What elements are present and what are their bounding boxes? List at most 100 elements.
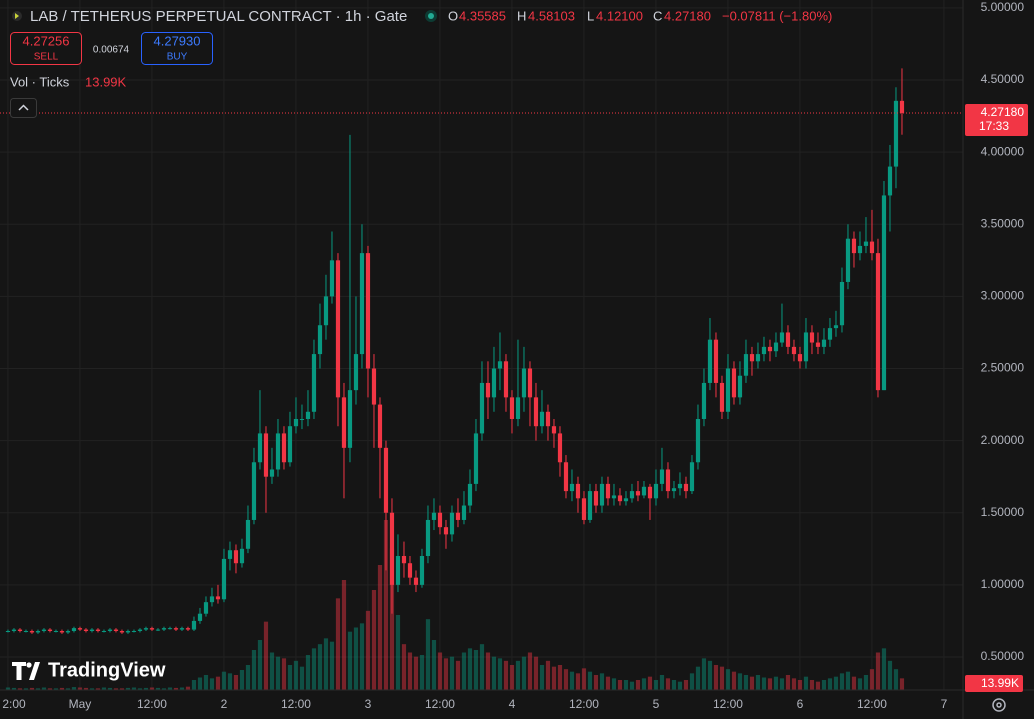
collapse-button[interactable] [10,98,37,118]
candle-body [347,390,353,448]
x-tick-label: May [69,697,92,711]
volume-bar [857,678,863,690]
candle-body [773,342,779,352]
candle-body [5,631,11,633]
buy-button[interactable] [141,32,213,65]
volume-bar [389,548,395,690]
candle-body [23,631,29,633]
volume-bar [611,678,617,690]
volume-bar [467,648,473,690]
brand-logo: TradingView [12,659,166,681]
volume-bar [479,644,485,690]
candle-body [29,631,35,633]
volume-bar [617,680,623,690]
volume-bar [203,675,209,690]
ohlc-letter: O [448,8,458,23]
volume-bar [287,665,293,690]
candle-body [557,433,563,463]
candle-body [827,328,833,340]
candle-body [779,332,785,343]
candle-body [65,631,71,633]
candle-body [89,629,95,632]
candle-body [797,354,803,362]
volume-bar [233,675,239,690]
candle-body [569,483,575,492]
volume-bar [809,680,815,690]
volume-bar [395,615,401,690]
x-tick-label: 12:00 [713,697,743,711]
candle-body [875,253,881,391]
candle-body [455,512,461,520]
candle-body [701,382,707,419]
volume-bar [533,656,539,690]
candle-body [431,512,437,520]
candle-body [53,631,59,633]
symbol-title: LAB / TETHERUS PERPETUAL CONTRACT · 1h ·… [30,8,407,25]
ohlc-value: 4.27180 [664,8,711,23]
candle-body [233,550,239,564]
candle-body [479,382,485,434]
candle-body [41,629,47,632]
x-tick-label: 6 [797,697,804,711]
x-tick-label: 3 [365,697,372,711]
candle-body [443,527,449,535]
volume-bar [605,676,611,690]
candle-body [575,483,581,499]
ohlc-value: 4.35585 [459,8,506,23]
volume-bar [785,675,791,690]
volume-bar [539,665,545,690]
candle-body [893,100,899,167]
gear[interactable] [996,702,1002,708]
volume-bar [455,660,461,690]
volume-bar [275,656,281,690]
x-tick-label: 12:00 [569,697,599,711]
candle-body [389,512,395,585]
volume-bar [155,687,161,690]
candle-body [605,483,611,499]
candle-body [203,602,209,614]
indicator-name: Vol · Ticks [10,74,70,89]
y-tick-label: 2.50000 [981,361,1025,375]
candle-body [359,253,365,355]
candle-body [737,375,743,398]
volume-bar [383,520,389,690]
sell-button[interactable] [10,32,82,65]
candle-body [293,418,299,427]
x-tick-label: 12:00 [281,697,311,711]
candle-body [881,195,887,391]
volume-bar [137,688,143,690]
volume-bar [587,671,593,690]
candle-body [419,556,425,585]
candle-body [725,368,731,412]
candle-body [137,629,143,632]
volume-bar [863,675,869,690]
candle-body [887,166,893,196]
candle-body [731,368,737,398]
volume-bar [197,677,203,690]
candle-body [833,325,839,329]
candle-body [491,368,497,398]
volume-bar [299,666,305,690]
candle-body [131,631,137,633]
settings-icon[interactable] [992,698,1006,712]
indicator-value: 13.99K [85,74,127,89]
candle-body [155,629,161,631]
candle-body [851,238,857,254]
volume-bar [11,687,17,690]
volume-bar [119,688,125,690]
candle-body [257,433,263,463]
volume-bar [899,678,905,690]
gear[interactable] [992,698,1006,712]
volume-bar [89,688,95,690]
volume-bar [317,644,323,690]
volume-bar [341,580,347,690]
volume-bar [869,669,875,690]
volume-bar [215,676,221,690]
price-tag-countdown: 17:33 [979,119,1009,133]
price-tag-value: 4.27180 [981,105,1025,119]
volume-bar [761,677,767,690]
candle-body [845,238,851,282]
candle-body [71,628,77,632]
candle-body [149,628,155,630]
volume-bar [329,641,335,690]
